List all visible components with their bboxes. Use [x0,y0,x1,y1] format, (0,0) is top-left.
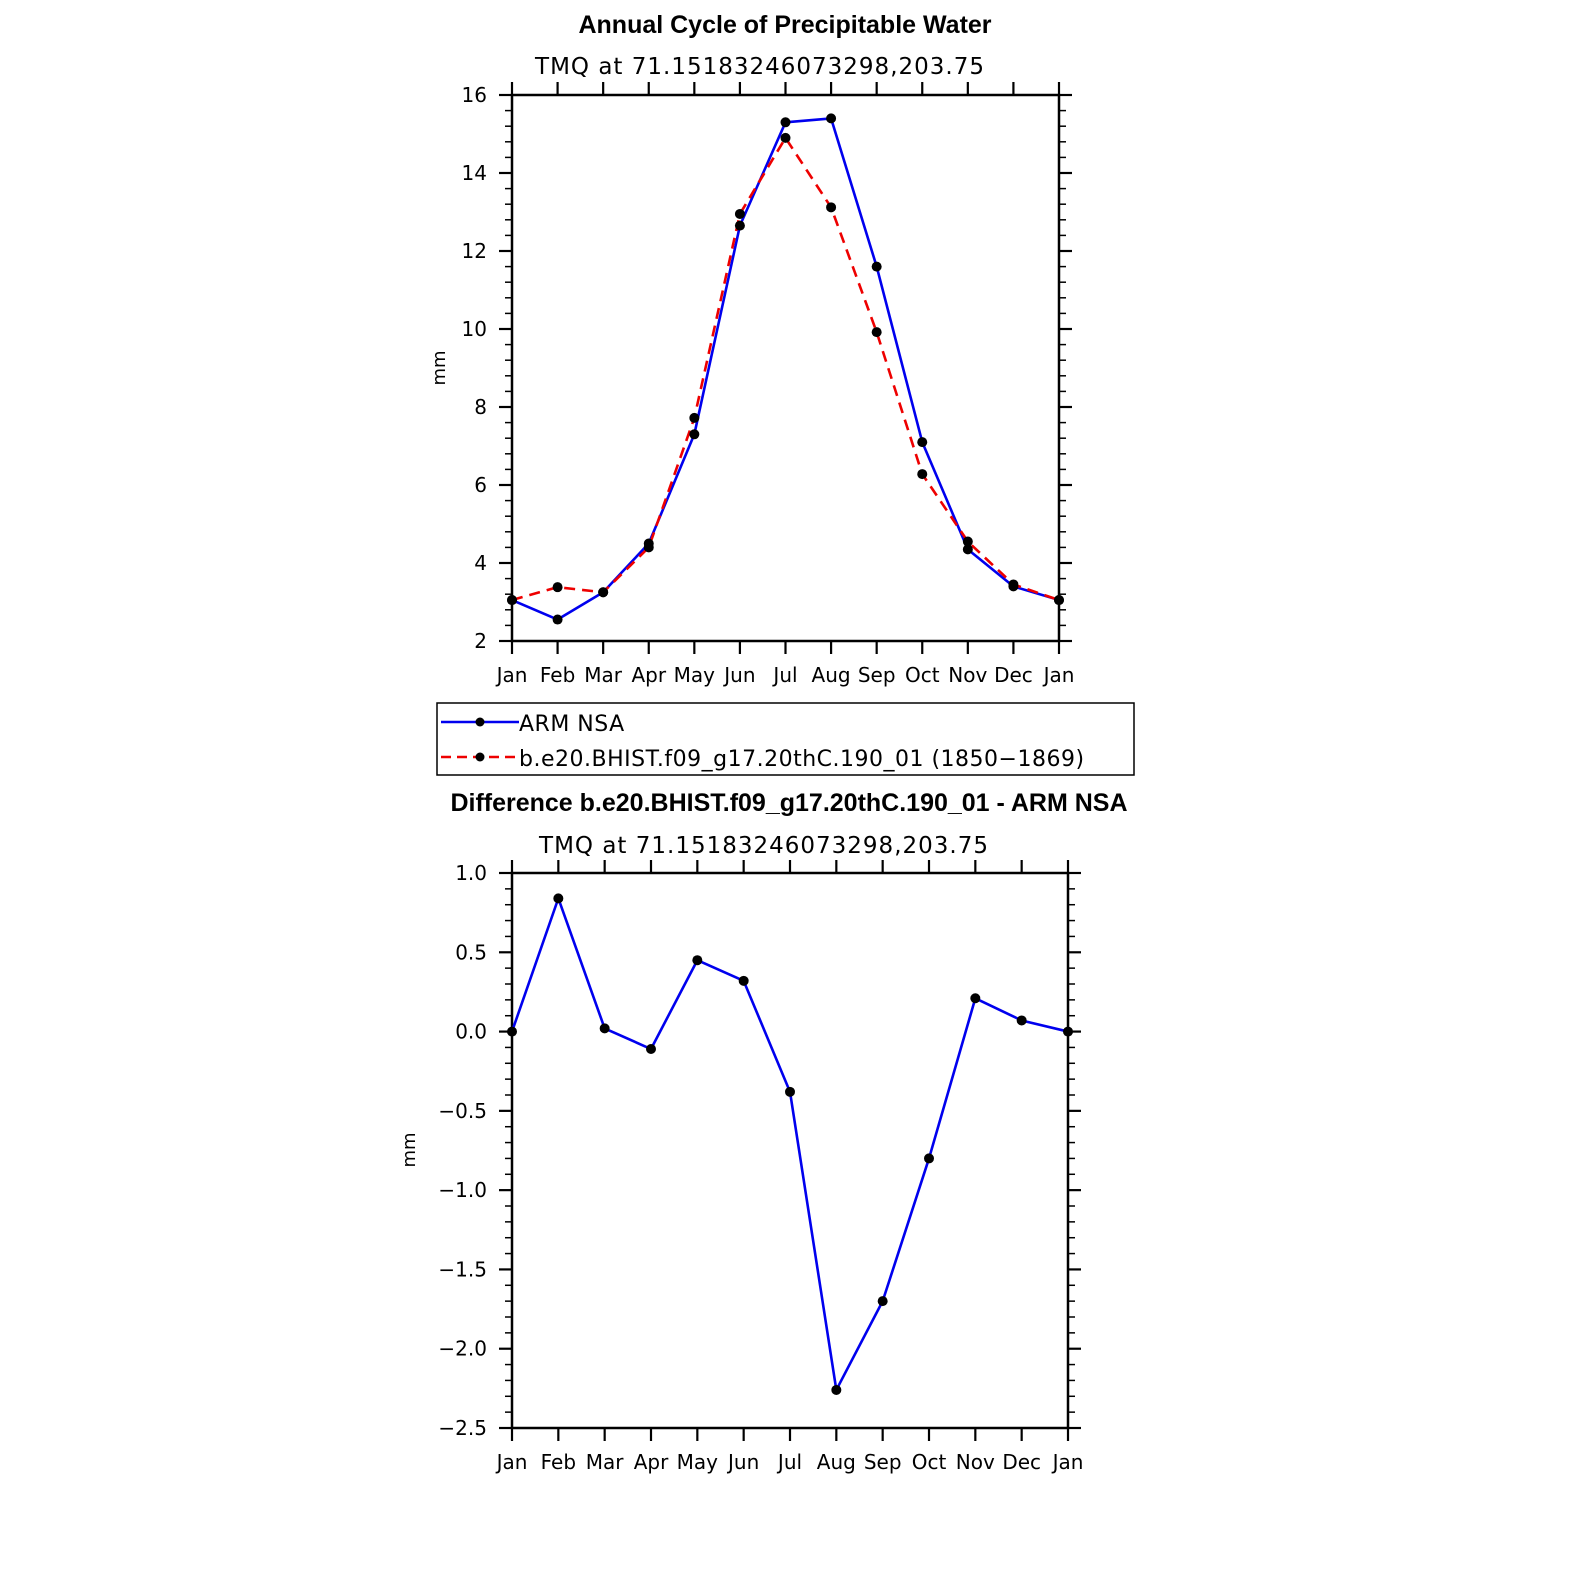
legend-marker-model [475,752,485,762]
series-0-point [871,261,882,272]
y-tick-label: 2 [474,629,487,653]
series-1-point [598,587,609,598]
chart2-ylabel: mm [399,1132,420,1167]
series-1-point [962,536,973,547]
series-0-point [917,437,928,448]
x-tick-label: Jan [1042,663,1075,687]
y-tick-label: −2.5 [438,1416,487,1440]
series-0-point [877,1296,888,1307]
legend-label-model: b.e20.BHIST.f09_g17.20thC.190_01 (1850−1… [519,747,1085,772]
series-1-point [689,412,700,423]
x-tick-label: Jan [495,663,528,687]
series-1-point [1054,595,1064,606]
x-tick-label: May [677,1450,719,1474]
x-tick-label: Aug [817,1450,856,1474]
annual-cycle-chart: Annual Cycle of Precipitable Water TMQ a… [429,11,1074,687]
y-tick-label: 0.0 [455,1020,487,1044]
difference-chart: Difference b.e20.BHIST.f09_g17.20thC.190… [399,789,1128,1474]
series-1-point [826,202,837,213]
x-tick-label: Dec [1002,1450,1041,1474]
x-tick-label: Jul [771,663,797,687]
series-0-point [553,893,564,904]
x-tick-label: Jan [1051,1450,1084,1474]
chart1-ylabel: mm [429,350,450,385]
y-tick-label: −2.0 [438,1337,487,1361]
series-1-point [552,582,563,593]
series-1-point [507,595,517,606]
series-0-point [734,220,745,231]
series-1-point [1008,579,1019,590]
legend-label-arm: ARM NSA [519,712,625,737]
series-0-point [689,429,700,440]
x-tick-label: Jun [722,663,755,687]
x-tick-label: Oct [905,663,940,687]
x-tick-label: May [674,663,716,687]
x-tick-label: Nov [956,1450,995,1474]
x-tick-label: Jan [495,1450,528,1474]
chart2-subtitle: TMQ at 71.15183246073298,203.75 [538,833,989,859]
legend-box [436,702,1135,776]
series-1-point [917,469,928,480]
x-tick-label: Oct [912,1450,947,1474]
x-tick-label: Mar [584,663,623,687]
x-tick-label: Nov [948,663,987,687]
plot-frame [510,93,1061,643]
y-tick-label: 1.0 [455,861,487,885]
series-1-point [780,132,791,143]
legend-marker-arm [475,717,485,727]
series-1-point [643,542,654,553]
chart1-title: Annual Cycle of Precipitable Water [578,11,991,39]
y-tick-label: 12 [462,239,487,263]
x-tick-label: Sep [858,663,896,687]
series-0-point [826,113,837,124]
series-line-0 [511,117,1060,621]
x-tick-label: Feb [540,663,575,687]
y-tick-label: 10 [462,317,487,341]
series-0-point [785,1086,795,1097]
y-tick-label: 8 [474,395,487,419]
x-tick-label: Apr [634,1450,669,1474]
x-tick-label: Jul [776,1450,802,1474]
series-0-point [1016,1015,1027,1026]
chart2-title: Difference b.e20.BHIST.f09_g17.20thC.190… [450,789,1127,817]
x-tick-label: Mar [586,1450,625,1474]
y-tick-label: −1.0 [438,1178,487,1202]
series-0-point [780,117,791,128]
series-line-0 [510,897,1069,1392]
series-1-point [871,327,882,338]
series-0-point [552,614,563,625]
series-0-point [1063,1026,1073,1037]
x-tick-label: Sep [864,1450,902,1474]
y-tick-label: 6 [474,473,487,497]
chart1-subtitle: TMQ at 71.15183246073298,203.75 [534,54,985,80]
y-tick-label: 4 [474,551,487,575]
y-tick-label: 16 [462,83,487,107]
series-0-point [924,1153,934,1164]
plot-frame [510,871,1070,1430]
series-0-point [692,955,703,966]
x-tick-label: Dec [994,663,1033,687]
x-tick-label: Apr [631,663,666,687]
x-tick-label: Feb [541,1450,576,1474]
series-0-point [962,544,973,555]
series-line-1 [511,136,1060,602]
series-0-point [599,1023,610,1034]
y-tick-label: 0.5 [455,940,487,964]
x-tick-label: Aug [812,663,851,687]
chart1-legend: ARM NSA b.e20.BHIST.f09_g17.20thC.190_01… [436,702,1135,776]
series-0-point [831,1384,842,1395]
x-tick-label: Jun [726,1450,759,1474]
y-tick-label: 14 [462,161,487,185]
series-0-point [507,1026,517,1037]
series-0-point [970,993,981,1004]
series-0-point [738,975,749,986]
y-tick-label: −0.5 [438,1099,487,1123]
y-tick-label: −1.5 [438,1257,487,1281]
series-0-point [646,1044,656,1055]
series-1-point [734,208,745,219]
